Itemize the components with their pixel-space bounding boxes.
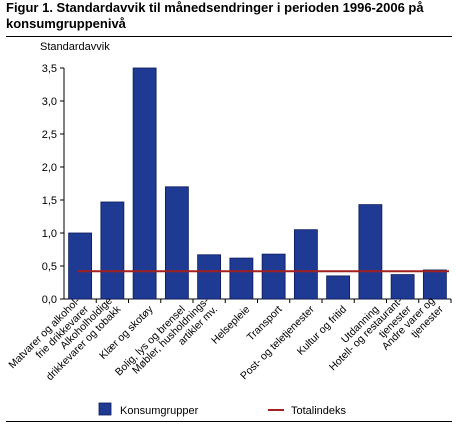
chart-title: Figur 1. Standardavvik til månedsendring… (6, 0, 424, 31)
y-tick-label: 2,0 (42, 162, 57, 174)
top-rule (6, 36, 452, 37)
bar (293, 229, 318, 300)
y-axis-title: Standardavvik (40, 41, 110, 53)
legend-label-totalindeks: Totalindeks (291, 405, 347, 417)
y-tick-label: 1,0 (42, 228, 57, 240)
bar (164, 186, 189, 300)
bar (100, 201, 125, 300)
bar (229, 257, 254, 300)
bottom-rule (6, 421, 452, 422)
bar (132, 67, 157, 300)
legend-swatch-konsumgrupper (98, 402, 112, 416)
y-tick-label: 3,5 (42, 63, 57, 75)
bar (390, 274, 415, 300)
bar (422, 269, 447, 300)
bar (197, 254, 222, 300)
y-tick-label: 2,5 (42, 129, 57, 141)
y-tick-label: 3,0 (42, 96, 57, 108)
y-tick-label: 0,5 (42, 261, 57, 273)
bar (68, 232, 93, 300)
bar (261, 253, 286, 300)
y-tick-label: 1,5 (42, 195, 57, 207)
legend-label-konsumgrupper: Konsumgrupper (120, 405, 199, 417)
y-tick-label: 0,0 (42, 294, 57, 306)
bar (326, 275, 351, 300)
bar (358, 204, 383, 300)
